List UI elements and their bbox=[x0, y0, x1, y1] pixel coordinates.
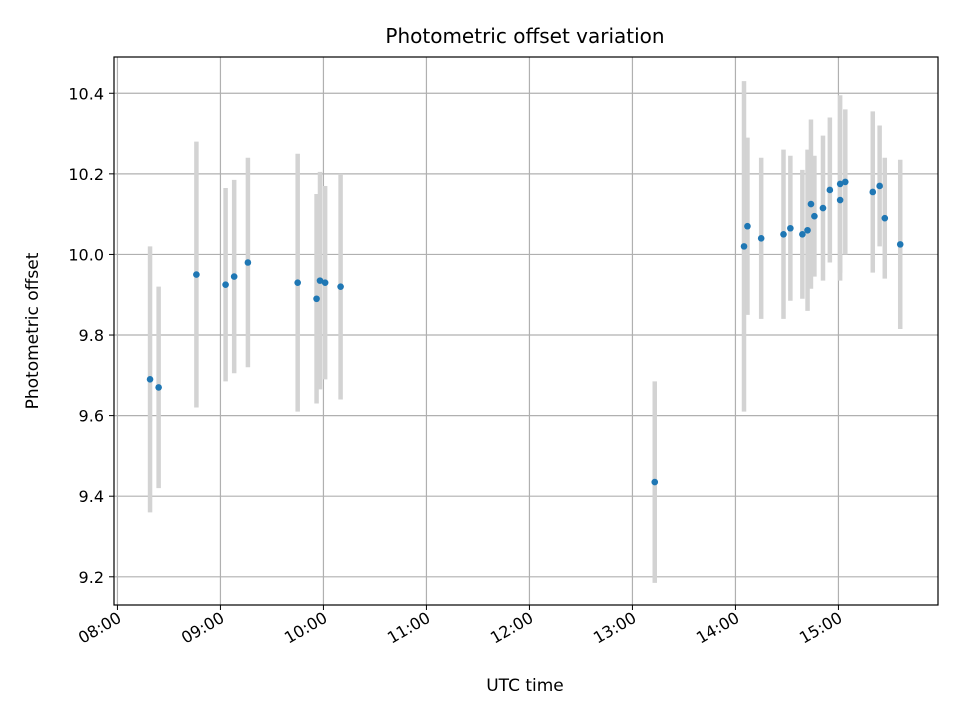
data-point bbox=[193, 271, 200, 278]
plot-frame bbox=[113, 56, 939, 606]
data-point bbox=[869, 188, 877, 196]
data-point bbox=[819, 204, 827, 212]
data-point bbox=[807, 200, 815, 208]
data-point bbox=[321, 279, 329, 286]
y-tick-label: 10.4 bbox=[68, 84, 104, 103]
y-axis-ticks: 9.2 9.4 9.6 9.8 10.0 10.2 10.4 bbox=[68, 84, 114, 587]
data-point bbox=[244, 259, 252, 266]
y-tick-label: 10.0 bbox=[68, 245, 104, 264]
y-tick-label: 9.4 bbox=[79, 487, 104, 506]
data-point bbox=[757, 235, 765, 242]
y-tick-label: 9.2 bbox=[79, 568, 104, 587]
x-axis-label: UTC time bbox=[486, 676, 564, 696]
data-point bbox=[230, 273, 238, 280]
y-tick-label: 9.8 bbox=[79, 326, 104, 345]
data-point bbox=[826, 186, 834, 194]
data-point bbox=[294, 279, 301, 286]
data-point bbox=[836, 180, 844, 188]
data-point bbox=[804, 226, 811, 234]
data-points bbox=[146, 178, 904, 486]
data-point bbox=[811, 212, 818, 220]
data-point bbox=[222, 281, 229, 288]
data-point bbox=[780, 230, 787, 238]
data-point bbox=[337, 283, 344, 290]
data-point bbox=[146, 376, 154, 383]
y-tick-label: 10.2 bbox=[68, 165, 104, 184]
chart-title: Photometric offset variation bbox=[385, 24, 664, 48]
data-point bbox=[836, 196, 844, 204]
y-tick-label: 9.6 bbox=[79, 407, 104, 426]
data-point bbox=[155, 384, 162, 391]
data-point bbox=[799, 230, 806, 238]
data-point bbox=[651, 478, 659, 486]
data-point bbox=[316, 277, 324, 284]
y-axis-label: Photometric offset bbox=[23, 252, 43, 409]
data-point bbox=[842, 178, 849, 186]
data-point bbox=[740, 243, 748, 250]
data-point bbox=[313, 295, 320, 303]
data-point bbox=[876, 182, 883, 190]
data-point bbox=[896, 241, 904, 248]
data-point bbox=[787, 224, 794, 232]
data-point bbox=[881, 214, 889, 222]
data-point bbox=[744, 222, 751, 230]
